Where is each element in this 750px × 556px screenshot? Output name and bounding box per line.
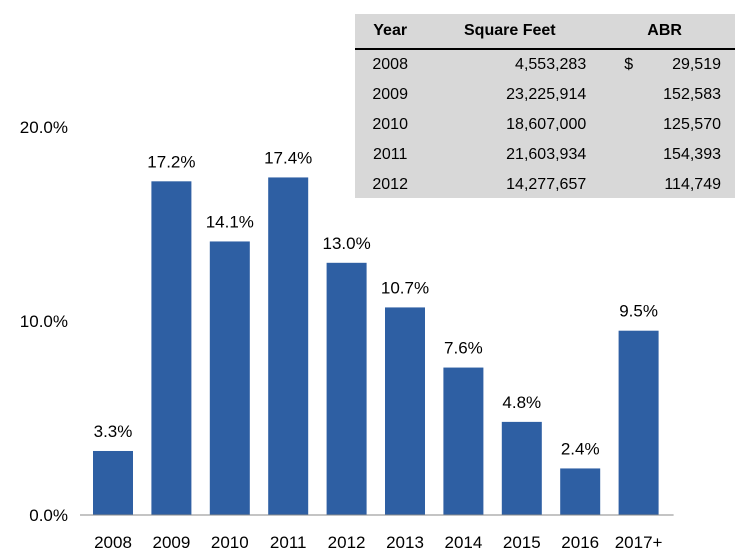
abr-value: 154,393 bbox=[663, 146, 721, 163]
table-header-row: Year Square Feet ABR bbox=[355, 14, 735, 50]
abr-value: 152,583 bbox=[663, 86, 721, 103]
cell-abr: 114,749 bbox=[594, 170, 735, 200]
x-tick-label: 2011 bbox=[270, 533, 307, 552]
cell-square-feet: 21,603,934 bbox=[506, 146, 587, 163]
bar bbox=[151, 181, 192, 515]
bar bbox=[93, 450, 133, 515]
y-axis: 0.0% 10.0% 20.0% bbox=[20, 118, 68, 525]
cell-year: 2012 bbox=[372, 176, 408, 193]
bar bbox=[385, 307, 425, 515]
bar bbox=[326, 262, 367, 515]
bar bbox=[560, 468, 601, 515]
abr-value: 29,519 bbox=[672, 56, 721, 73]
table-row: 2011 21,603,934 154,393 bbox=[355, 140, 735, 170]
data-label: 2.4% bbox=[561, 439, 600, 458]
x-tick-label: 2010 bbox=[211, 533, 249, 552]
header-abr: ABR bbox=[594, 14, 735, 50]
header-square-feet: Square Feet bbox=[425, 14, 595, 50]
cell-year: 2009 bbox=[372, 86, 408, 103]
y-tick-label: 10.0% bbox=[20, 312, 68, 331]
table-row: 2008 4,553,283 $29,519 bbox=[355, 49, 735, 80]
bar bbox=[443, 367, 484, 515]
bar bbox=[268, 177, 309, 515]
bars bbox=[93, 177, 659, 515]
x-tick-label: 2012 bbox=[328, 533, 366, 552]
y-tick-label: 0.0% bbox=[29, 506, 68, 525]
x-tick-label: 2017+ bbox=[615, 533, 663, 552]
x-tick-label: 2015 bbox=[503, 533, 541, 552]
x-tick-label: 2014 bbox=[444, 533, 482, 552]
cell-abr: 125,570 bbox=[594, 110, 735, 140]
x-axis: 2008 2009 2010 2011 2012 2013 2014 2015 2016 2017… bbox=[80, 514, 674, 552]
table-row: 2009 23,225,914 152,583 bbox=[355, 80, 735, 110]
data-label: 13.0% bbox=[322, 234, 370, 253]
data-label: 9.5% bbox=[619, 302, 658, 321]
table-row: 2010 18,607,000 125,570 bbox=[355, 110, 735, 140]
data-labels: 3.3% 17.2% 14.1% 17.4% 13.0% 10.7% 7.6% 4.8% 2.4… bbox=[94, 148, 658, 458]
bar bbox=[618, 330, 659, 515]
cell-square-feet: 4,553,283 bbox=[515, 56, 587, 73]
lease-table: Year Square Feet ABR 2008 4,553,283 $29,… bbox=[355, 14, 735, 198]
bar bbox=[501, 421, 542, 515]
header-year: Year bbox=[355, 14, 426, 50]
cell-abr: 154,393 bbox=[594, 140, 735, 170]
x-tick-label: 2009 bbox=[152, 533, 190, 552]
currency-symbol: $ bbox=[624, 56, 634, 73]
abr-value: 125,570 bbox=[663, 116, 721, 133]
lease-table-grid: Year Square Feet ABR 2008 4,553,283 $29,… bbox=[355, 14, 735, 200]
data-label: 7.6% bbox=[444, 339, 483, 358]
data-label: 17.2% bbox=[147, 152, 195, 171]
abr-value: 114,749 bbox=[664, 176, 721, 193]
data-label: 4.8% bbox=[502, 393, 541, 412]
cell-square-feet: 14,277,657 bbox=[506, 176, 587, 193]
cell-square-feet: 23,225,914 bbox=[506, 86, 587, 103]
cell-square-feet: 18,607,000 bbox=[506, 116, 587, 133]
data-label: 3.3% bbox=[94, 422, 133, 441]
x-tick-label: 2013 bbox=[386, 533, 424, 552]
data-label: 10.7% bbox=[381, 278, 429, 297]
cell-year: 2011 bbox=[372, 146, 408, 163]
cell-year: 2008 bbox=[372, 56, 408, 73]
y-tick-label: 20.0% bbox=[20, 118, 68, 137]
cell-abr: $29,519 bbox=[594, 49, 735, 80]
table-row: 2012 14,277,657 114,749 bbox=[355, 170, 735, 200]
data-label: 14.1% bbox=[206, 212, 254, 231]
cell-year: 2010 bbox=[372, 116, 408, 133]
data-label: 17.4% bbox=[264, 148, 312, 167]
x-tick-label: 2016 bbox=[561, 533, 599, 552]
bar bbox=[209, 241, 250, 515]
x-tick-label: 2008 bbox=[94, 533, 132, 552]
cell-abr: 152,583 bbox=[594, 80, 735, 110]
